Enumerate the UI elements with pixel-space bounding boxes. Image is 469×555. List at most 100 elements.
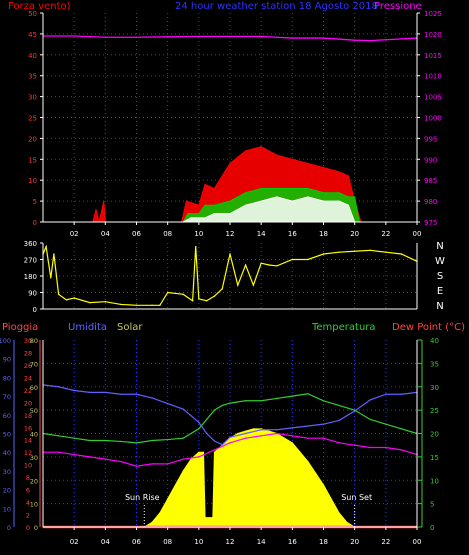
wind-direction-point (260, 262, 262, 264)
wind-direction-point (244, 264, 247, 266)
humidity-point (151, 397, 153, 399)
wind-direction-point (135, 304, 138, 307)
solar-tick-label: 40 (30, 431, 38, 439)
temperature-point (229, 402, 231, 404)
temperature-tick-label: 25 (430, 407, 439, 415)
wind-direction-point (276, 265, 278, 267)
gust-point (322, 167, 325, 169)
rain-tick-label: 0 (26, 524, 30, 532)
gust-point (260, 146, 262, 148)
dew-point-point (73, 453, 75, 456)
solar-point (315, 472, 317, 474)
wind-direction-point (213, 295, 216, 297)
compass-label: W (435, 256, 445, 267)
dew-point-point (104, 458, 107, 460)
temperature-label: Temperatura (311, 322, 376, 333)
rain-tick-label: 24 (24, 374, 32, 382)
solar-point (244, 430, 247, 432)
wind-average-point (276, 187, 278, 190)
temperature-point (353, 409, 356, 411)
solar-tick-label: 80 (30, 337, 38, 345)
pressure-tick-label: 985 (424, 177, 437, 185)
humidity-tick-label: 70 (3, 393, 11, 401)
humidity-point (104, 391, 107, 394)
pressure-tick-label: 995 (424, 135, 437, 143)
sunset-label: Sun Set (341, 493, 372, 502)
pressure-point (135, 36, 138, 38)
x-tick-label: 10 (194, 230, 203, 238)
rain-tick-label: 12 (24, 449, 32, 457)
temperature-point (182, 437, 184, 439)
pressure-point (104, 36, 106, 38)
wind-average-point (187, 213, 189, 215)
wind-speed-point (307, 196, 309, 198)
temperature-tick-label: 40 (430, 337, 439, 345)
pressure-point (198, 35, 200, 38)
solar-tick-label: 70 (30, 360, 38, 368)
pressure-axis-label: Pressione (374, 1, 422, 12)
compass-label: N (436, 301, 443, 312)
wind-direction-point (73, 297, 75, 299)
wind-tick-label: 45 (28, 31, 37, 39)
dew-point-point (322, 437, 325, 439)
wind-direction-point (45, 245, 47, 248)
humidity-point (291, 427, 294, 429)
wind-tick-label: 15 (28, 156, 37, 164)
solar-point (322, 484, 325, 486)
humidity-tick-label: 30 (3, 468, 11, 476)
wind-direction-point (65, 299, 68, 301)
x-tick-label: 08 (163, 230, 172, 238)
wind-direction-point (369, 249, 371, 252)
wind-speed-point (260, 200, 262, 202)
rain-tick-label: 16 (24, 424, 32, 432)
solar-label: Solar (117, 322, 143, 333)
pressure-tick-label: 1020 (424, 31, 442, 39)
wind-direction-point (57, 293, 60, 296)
solar-point (182, 470, 184, 472)
temperature-point (104, 439, 107, 442)
wind-direction-point (307, 258, 309, 261)
gust-point (338, 171, 340, 173)
temperature-point (73, 437, 75, 439)
dew-point-point (166, 463, 169, 465)
wind-average-point (322, 192, 325, 194)
wind-speed-point (190, 217, 192, 219)
wind-direction-point (268, 264, 270, 266)
wind-direction-point (191, 300, 194, 302)
solar-point (151, 521, 153, 523)
solar-point (299, 451, 301, 453)
x-tick-label: 16 (288, 538, 297, 546)
wind-direction-point (252, 284, 255, 286)
x-tick-label: 06 (132, 538, 141, 546)
humidity-tick-label: 0 (7, 524, 11, 532)
temperature-tick-label: 20 (430, 431, 439, 439)
wind-tick-label: 50 (28, 10, 37, 18)
direction-tick-label: 90 (28, 290, 37, 298)
temperature-tick-label: 15 (430, 454, 439, 462)
wind-direction-point (53, 253, 55, 255)
pressure-tick-label: 975 (424, 219, 437, 227)
temperature-point (135, 442, 138, 444)
direction-tick-label: 180 (24, 273, 37, 281)
pressure-tick-label: 980 (424, 198, 437, 206)
solar-tick-label: 60 (30, 384, 38, 392)
wind-direction-point (237, 284, 239, 286)
wind-average-point (204, 204, 206, 206)
wind-speed-point (276, 196, 278, 198)
solar-point (167, 498, 169, 500)
dew-point-point (182, 458, 184, 460)
rain-tick-label: 30 (24, 337, 32, 345)
rain-tick-label: 18 (24, 412, 32, 420)
wind-speed-point (213, 213, 216, 215)
gust-point (307, 162, 309, 165)
solar-point (190, 458, 192, 460)
temperature-tick-label: 35 (430, 360, 439, 368)
temperature-point (89, 439, 91, 442)
rain-label: Pioggia (2, 322, 38, 333)
solar-point (260, 428, 262, 430)
x-tick-label: 12 (226, 538, 235, 546)
x-tick-label: 22 (381, 538, 390, 546)
rain-tick-label: 20 (24, 399, 32, 407)
x-tick-label: 00 (413, 230, 422, 238)
x-tick-label: 20 (350, 538, 359, 546)
